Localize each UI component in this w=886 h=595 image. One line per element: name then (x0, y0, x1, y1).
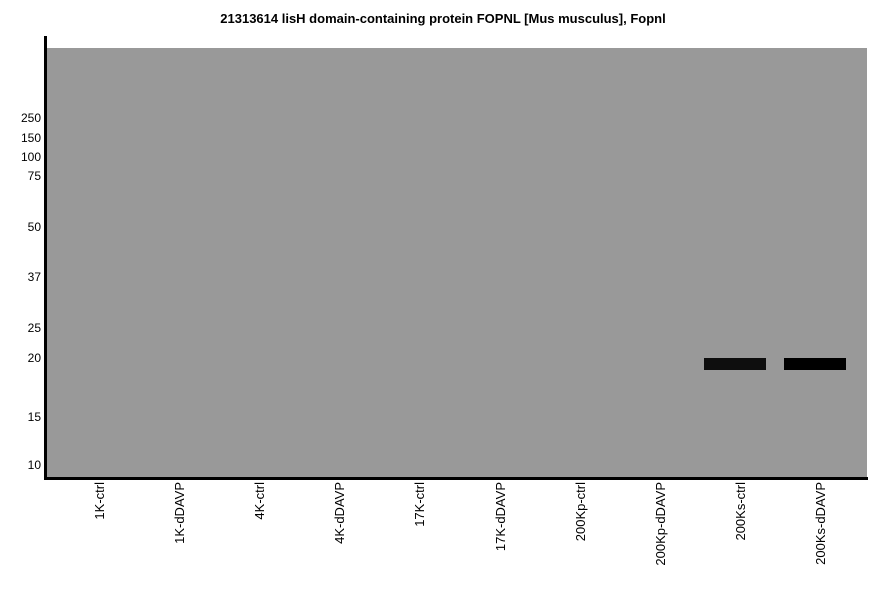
gel-plot-area (47, 48, 867, 477)
y-tick-label: 20 (27, 351, 41, 365)
x-tick-label: 1K-dDAVP (172, 482, 188, 544)
y-tick-label: 25 (27, 321, 41, 335)
chart-title: 21313614 lisH domain-containing protein … (220, 11, 666, 26)
x-tick-label: 200Kp-dDAVP (652, 482, 668, 566)
x-tick-label: 17K-ctrl (412, 482, 428, 527)
y-tick-label: 75 (27, 169, 41, 183)
x-tick-label: 17K-dDAVP (492, 482, 508, 552)
y-tick-label: 37 (27, 270, 41, 284)
x-tick-label: 1K-ctrl (92, 482, 107, 520)
x-tick-label: 4K-ctrl (252, 482, 268, 520)
x-tick-label: 4K-dDAVP (332, 482, 348, 544)
y-tick-label: 250 (20, 111, 41, 125)
protein-band (784, 358, 846, 370)
y-axis-line (44, 36, 47, 480)
x-axis-line (44, 477, 868, 480)
y-tick-label: 15 (27, 410, 41, 424)
x-tick-label: 200Ks-dDAVP (812, 482, 828, 565)
protein-band (704, 358, 766, 370)
y-tick-label: 10 (27, 458, 41, 472)
y-tick-label: 100 (20, 150, 41, 164)
x-tick-label: 200Kp-ctrl (572, 482, 588, 542)
y-tick-label: 150 (20, 131, 41, 145)
x-tick-label: 200Ks-ctrl (732, 482, 748, 541)
y-tick-label: 50 (27, 220, 41, 234)
